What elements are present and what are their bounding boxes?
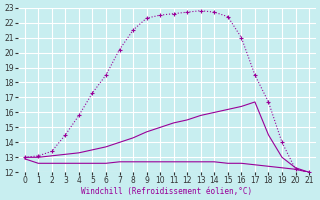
X-axis label: Windchill (Refroidissement éolien,°C): Windchill (Refroidissement éolien,°C)	[81, 187, 252, 196]
